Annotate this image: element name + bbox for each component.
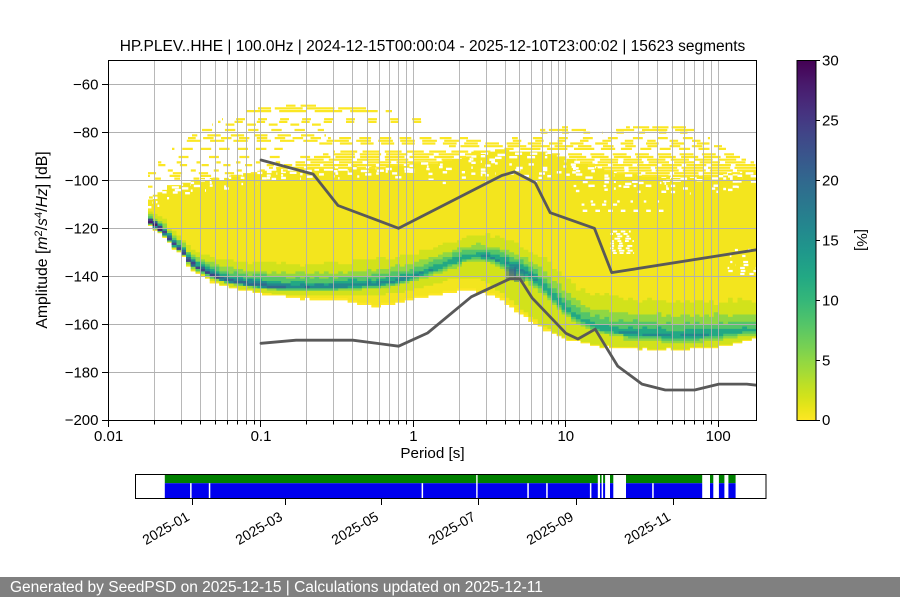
svg-text:Amplitude [m2/s4/Hz] [dB]: Amplitude [m2/s4/Hz] [dB]: [33, 151, 51, 328]
svg-text:−160: −160: [65, 316, 99, 333]
svg-text:10: 10: [822, 292, 839, 309]
svg-text:−120: −120: [65, 221, 99, 238]
svg-text:20: 20: [822, 173, 839, 190]
svg-text:10: 10: [557, 428, 574, 445]
svg-text:0.1: 0.1: [251, 428, 272, 445]
svg-text:−140: −140: [65, 268, 99, 285]
svg-text:−80: −80: [73, 125, 98, 142]
svg-text:−100: −100: [65, 173, 99, 190]
svg-text:100: 100: [706, 428, 731, 445]
svg-text:[%]: [%]: [853, 229, 870, 251]
svg-text:30: 30: [822, 53, 839, 70]
svg-text:0: 0: [822, 412, 830, 429]
svg-text:1: 1: [409, 428, 417, 445]
svg-text:−200: −200: [65, 412, 99, 429]
svg-text:0.01: 0.01: [94, 428, 123, 445]
svg-text:5: 5: [822, 352, 830, 369]
svg-text:HP.PLEV..HHE | 100.0Hz | 2024-: HP.PLEV..HHE | 100.0Hz | 2024-12-15T00:0…: [120, 38, 746, 55]
svg-text:−180: −180: [65, 364, 99, 381]
svg-text:Period [s]: Period [s]: [400, 445, 464, 462]
svg-text:25: 25: [822, 113, 839, 130]
svg-text:15: 15: [822, 233, 839, 250]
svg-text:Generated by SeedPSD on 2025-1: Generated by SeedPSD on 2025-12-15 | Cal…: [10, 579, 543, 596]
svg-text:−60: −60: [73, 77, 98, 94]
